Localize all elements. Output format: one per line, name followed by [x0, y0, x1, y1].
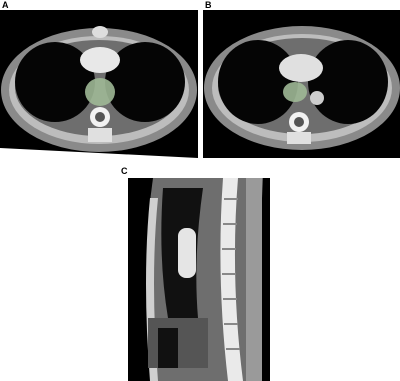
ct-sagittal-c: [128, 178, 270, 381]
panel-label: A: [2, 0, 9, 10]
panel-label: C: [121, 166, 128, 176]
ct-axial-b: [203, 10, 400, 158]
ct-axial-a: [0, 10, 198, 158]
panel-label: B: [205, 0, 212, 10]
